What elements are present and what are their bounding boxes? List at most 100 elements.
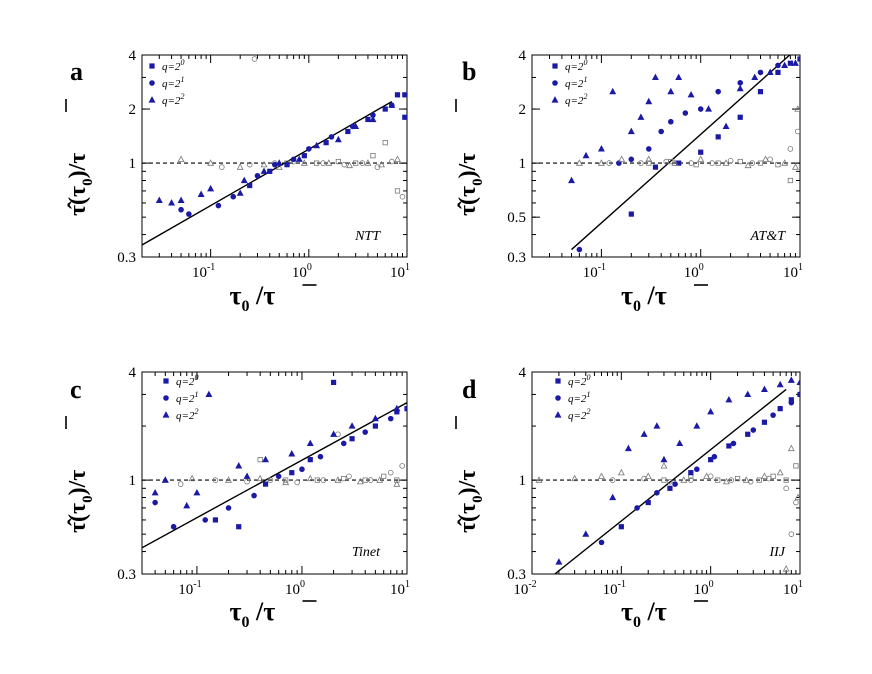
data-point [161,476,169,483]
data-point [243,472,251,479]
open-point [598,472,605,479]
data-point [776,380,784,388]
data-point [328,134,335,140]
open-point [671,159,679,166]
open-point [341,161,348,168]
data-point [715,134,721,140]
data-point [634,505,640,511]
open-point [646,160,652,166]
data-point [247,182,253,189]
series-square [212,379,407,530]
series-circle [178,56,406,217]
data-point [708,457,714,463]
open-point [776,468,784,476]
legend-marker-circle [552,80,558,86]
open-point [341,475,347,482]
open-point [362,477,368,483]
open-point [757,160,764,166]
data-point [697,106,704,112]
y-tick-label: 1 [519,156,527,172]
data-point [155,196,163,203]
x-tick-label: 10-1 [192,262,215,281]
legend-label: q=22 [162,92,184,107]
data-point [598,539,605,546]
legend-marker-triangle [162,411,170,418]
data-point [757,89,764,95]
data-point [672,481,678,487]
open-point [722,159,730,166]
data-point [288,450,296,457]
data-point [295,155,303,162]
data-point [597,145,605,152]
data-point [698,149,704,155]
data-point [183,501,191,509]
y-tick-label: 0.3 [117,250,136,266]
data-point [582,151,590,159]
data-point [348,422,356,429]
open-point [376,476,384,483]
x-tick-label: 10-2 [513,579,536,598]
y-tick-label: 0.3 [507,567,526,583]
data-point [323,140,329,146]
series-circle [598,399,799,546]
open-point [638,160,644,166]
data-point [330,430,338,437]
open-point [663,158,670,165]
open-point [335,158,341,165]
legend-marker-circle [163,395,169,401]
data-point [382,106,388,112]
legend-label: q=21 [176,390,198,405]
data-point [275,159,283,166]
data-point [307,457,313,463]
y-tick-label: 1 [519,473,527,489]
fit-line [554,388,787,574]
data-point [791,59,799,66]
series-circle [152,415,405,530]
legend-marker-triangle [148,96,156,103]
open-point [770,473,776,479]
y-tick-label: 2 [129,102,137,118]
data-point [645,499,651,506]
open-point [256,474,264,482]
data-point [770,412,776,418]
data-point [340,440,347,447]
legend-label: q=21 [565,75,587,90]
data-point [693,422,701,429]
data-point [402,92,407,98]
data-point [345,128,351,135]
legend-label: q=21 [162,75,184,90]
network-label: NTT [354,229,381,244]
x-tick-label: 10-1 [583,262,606,281]
fit-line [571,55,791,251]
data-point [651,73,659,81]
open-point [693,162,699,168]
legend-label: q=22 [568,407,590,422]
data-point [299,466,305,473]
legend-marker-triangle [554,411,562,418]
open-point [715,160,721,166]
open-point [783,477,789,483]
series-triangle [535,376,800,572]
open-point [236,163,244,170]
x-tick-label: 10-1 [178,579,201,598]
y-axis-title: τ̂(τ0)/τ [65,99,96,216]
data-point [362,429,369,435]
open-point [320,477,327,483]
open-point [697,155,705,162]
plot-frame [141,54,408,258]
open-point [727,158,734,164]
data-point [212,517,219,523]
open-point [320,160,326,166]
open-point [783,485,789,492]
data-point [393,404,401,412]
data-point [369,115,377,123]
open-point [346,473,352,480]
data-point [301,153,307,159]
series-triangle [151,390,401,509]
data-point [757,69,764,76]
y-tick-label: 0.3 [117,567,136,583]
data-point [766,68,774,76]
open-point [394,477,400,483]
open-point [571,474,579,482]
data-point [628,211,634,217]
